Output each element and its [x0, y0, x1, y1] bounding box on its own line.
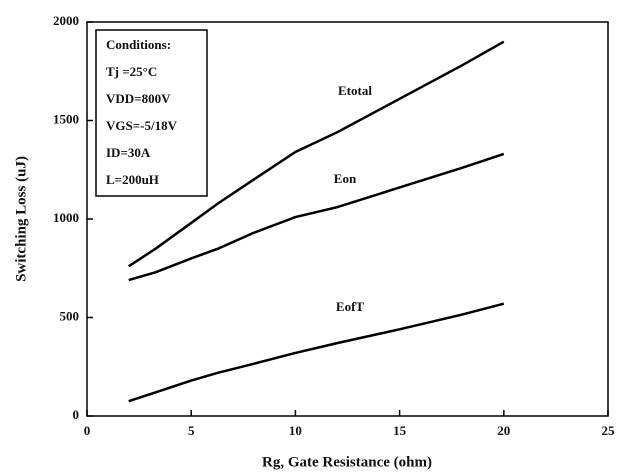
condition-text: ID=30A [106, 145, 151, 160]
y-tick-label: 500 [60, 308, 80, 323]
y-tick-label: 0 [73, 407, 80, 422]
condition-text: L=200uH [106, 172, 159, 187]
x-tick-label: 25 [602, 423, 616, 438]
series-label: Etotal [338, 83, 372, 98]
y-axis-label: Switching Loss (uJ) [13, 156, 29, 282]
conditions-box [95, 29, 208, 197]
condition-text: Tj =25°C [106, 64, 157, 79]
series-label: EofT [336, 299, 365, 314]
y-tick-label: 2000 [53, 13, 79, 28]
x-tick-label: 20 [497, 423, 510, 438]
x-tick-label: 10 [289, 423, 302, 438]
y-tick-label: 1000 [53, 210, 79, 225]
x-tick-label: 15 [393, 423, 407, 438]
x-tick-label: 5 [188, 423, 195, 438]
series-line [128, 302, 505, 403]
y-tick-label: 1500 [53, 111, 79, 126]
condition-text: VGS=-5/18V [106, 118, 178, 133]
series-line [128, 152, 505, 282]
x-axis-label: Rg, Gate Resistance (ohm) [262, 454, 432, 470]
x-tick-label: 0 [84, 423, 91, 438]
condition-text: Conditions: [106, 37, 171, 52]
series-line [127, 40, 505, 268]
condition-text: VDD=800V [106, 91, 171, 106]
series-label: Eon [334, 171, 357, 186]
